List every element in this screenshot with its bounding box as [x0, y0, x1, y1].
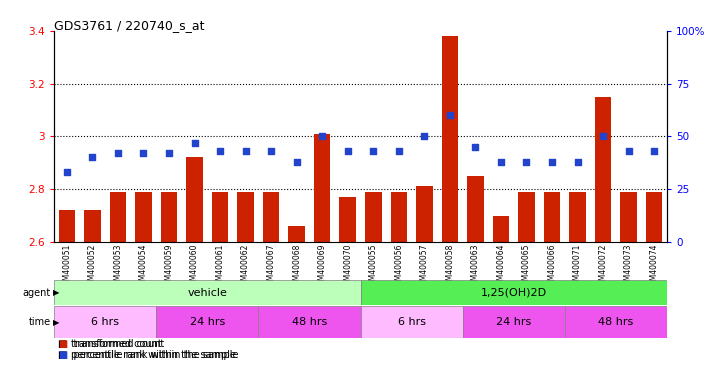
Point	[547, 159, 558, 165]
Bar	[110, 192, 126, 242]
Point	[61, 169, 73, 175]
Text: ■  percentile rank within the sample: ■ percentile rank within the sample	[58, 350, 238, 360]
Text: 48 hrs: 48 hrs	[598, 317, 634, 327]
Bar	[620, 192, 637, 242]
Text: ▶: ▶	[53, 318, 59, 327]
Bar	[54, 306, 156, 338]
Bar	[360, 306, 463, 338]
Bar	[570, 192, 586, 242]
Point	[138, 150, 149, 156]
Bar	[416, 187, 433, 242]
Text: GDS3761 / 220740_s_at: GDS3761 / 220740_s_at	[54, 19, 205, 32]
Text: percentile rank within the sample: percentile rank within the sample	[71, 350, 236, 360]
Text: vehicle: vehicle	[187, 288, 227, 298]
Point	[112, 150, 124, 156]
Text: transformed count: transformed count	[71, 339, 162, 349]
Bar	[237, 192, 254, 242]
Point	[521, 159, 532, 165]
Bar	[54, 280, 360, 305]
Bar	[360, 280, 667, 305]
Bar	[595, 97, 611, 242]
Bar	[646, 192, 663, 242]
Point	[623, 148, 634, 154]
Point	[444, 112, 456, 118]
Bar	[288, 226, 305, 242]
Bar	[340, 197, 356, 242]
Text: 6 hrs: 6 hrs	[91, 317, 119, 327]
Text: 6 hrs: 6 hrs	[397, 317, 425, 327]
Text: time: time	[28, 317, 50, 327]
Bar	[441, 36, 458, 242]
Point	[648, 148, 660, 154]
Bar	[467, 176, 484, 242]
Point	[572, 159, 583, 165]
Bar	[161, 192, 177, 242]
Point	[240, 148, 252, 154]
Point	[87, 154, 98, 161]
Bar	[463, 306, 565, 338]
Point	[393, 148, 404, 154]
Bar	[58, 210, 75, 242]
Text: 24 hrs: 24 hrs	[496, 317, 531, 327]
Text: ■  transformed count: ■ transformed count	[58, 339, 164, 349]
Bar	[365, 192, 381, 242]
Point	[317, 133, 328, 139]
Point	[163, 150, 174, 156]
Point	[214, 148, 226, 154]
Point	[265, 148, 277, 154]
Bar	[391, 192, 407, 242]
Bar	[258, 306, 360, 338]
Text: 24 hrs: 24 hrs	[190, 317, 225, 327]
Text: 1,25(OH)2D: 1,25(OH)2D	[481, 288, 547, 298]
Point	[469, 144, 481, 150]
Text: 48 hrs: 48 hrs	[292, 317, 327, 327]
Bar	[84, 210, 101, 242]
Bar	[186, 157, 203, 242]
Bar	[212, 192, 229, 242]
Text: agent: agent	[22, 288, 50, 298]
Bar	[156, 306, 258, 338]
Bar	[492, 215, 509, 242]
Bar	[565, 306, 667, 338]
Point	[495, 159, 507, 165]
Point	[342, 148, 353, 154]
Text: ■: ■	[58, 350, 67, 360]
Bar	[314, 134, 330, 242]
Point	[368, 148, 379, 154]
Text: ■: ■	[58, 339, 67, 349]
Bar	[544, 192, 560, 242]
Bar	[135, 192, 151, 242]
Point	[189, 140, 200, 146]
Point	[291, 159, 302, 165]
Point	[419, 133, 430, 139]
Bar	[263, 192, 280, 242]
Point	[597, 133, 609, 139]
Bar	[518, 192, 535, 242]
Text: ▶: ▶	[53, 288, 59, 298]
